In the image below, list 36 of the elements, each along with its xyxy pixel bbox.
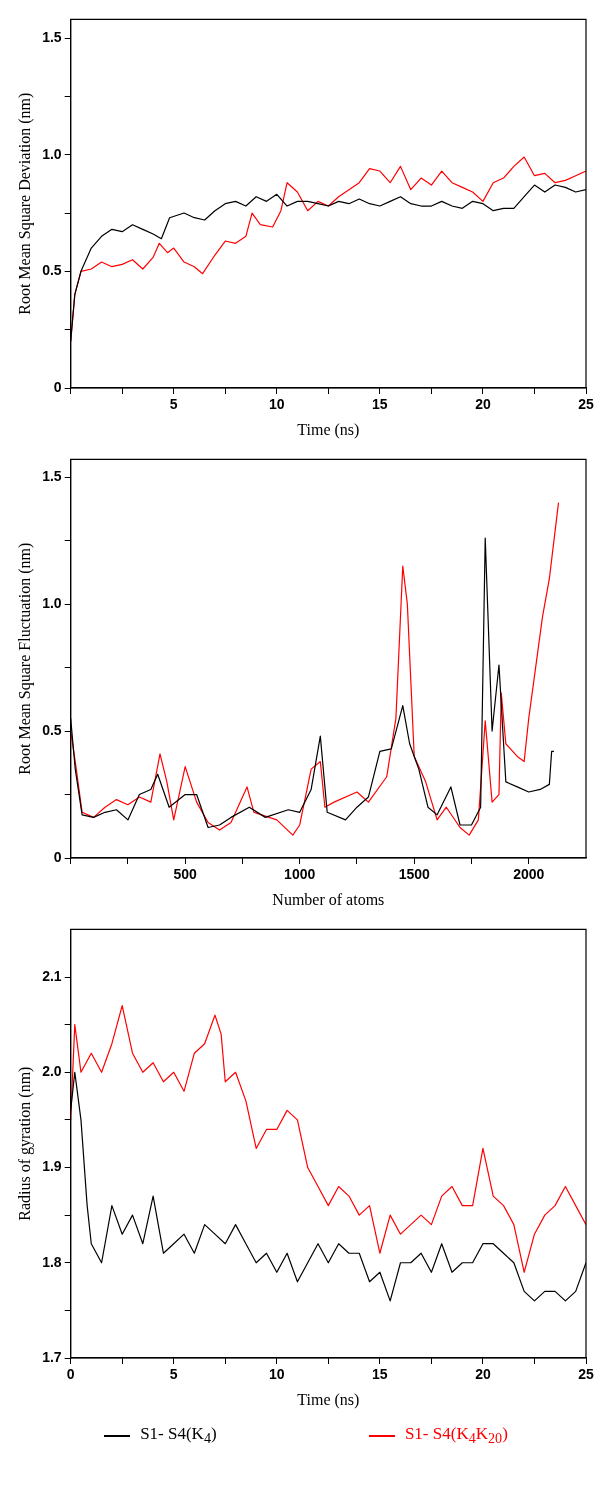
y-tick-label: 2.0 [42, 1063, 62, 1080]
y-tick-label: 1.0 [42, 594, 62, 611]
x-tick-label: 20 [475, 1366, 491, 1383]
y-tick-label: 1.7 [42, 1348, 62, 1365]
x-tick-label: 20 [475, 396, 491, 413]
x-axis-title: Time (ns) [297, 420, 360, 439]
x-tick-label: 1000 [284, 866, 316, 883]
x-tick-label: 15 [372, 396, 388, 413]
x-axis-title: Time (ns) [297, 1390, 360, 1409]
x-tick-label: 25 [578, 396, 594, 413]
x-axis-title: Number of atoms [272, 890, 385, 908]
x-tick-label: 10 [269, 1366, 285, 1383]
x-tick-label: 25 [578, 1366, 594, 1383]
x-tick-label: 5 [169, 396, 178, 413]
y-axis-title: Root Mean Square Fluctuation (nm) [15, 542, 34, 775]
y-tick-label: 1.9 [42, 1158, 62, 1175]
x-tick-label: 2000 [513, 866, 545, 883]
x-tick-label: 1500 [398, 866, 430, 883]
y-tick-label: 0.5 [42, 721, 62, 738]
x-tick-label: 10 [269, 396, 285, 413]
x-tick-label: 5 [169, 1366, 178, 1383]
y-axis-title: Root Mean Square Deviation (nm) [15, 92, 34, 315]
y-tick-label: 0 [53, 848, 62, 865]
x-tick-label: 15 [372, 1366, 388, 1383]
y-tick-label: 1.5 [42, 28, 62, 45]
y-tick-label: 0 [53, 378, 62, 395]
y-tick-label: 1.8 [42, 1253, 62, 1270]
y-tick-label: 2.1 [42, 967, 62, 984]
x-tick-label: 500 [173, 866, 198, 883]
y-tick-label: 1.5 [42, 468, 62, 485]
legend-label: S1- S4(K$_{4}$K$_{20}$) [404, 1424, 508, 1448]
x-tick-label: 0 [66, 1366, 75, 1383]
y-tick-label: 0.5 [42, 262, 62, 279]
y-tick-label: 1.0 [42, 145, 62, 162]
y-axis-title: Radius of gyration (nm) [15, 1066, 34, 1221]
legend-label: S1- S4(K$_{4}$) [140, 1424, 217, 1448]
